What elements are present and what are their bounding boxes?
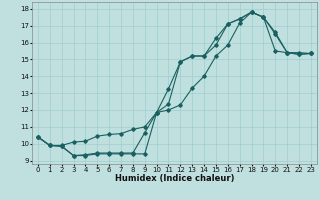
X-axis label: Humidex (Indice chaleur): Humidex (Indice chaleur): [115, 174, 234, 183]
